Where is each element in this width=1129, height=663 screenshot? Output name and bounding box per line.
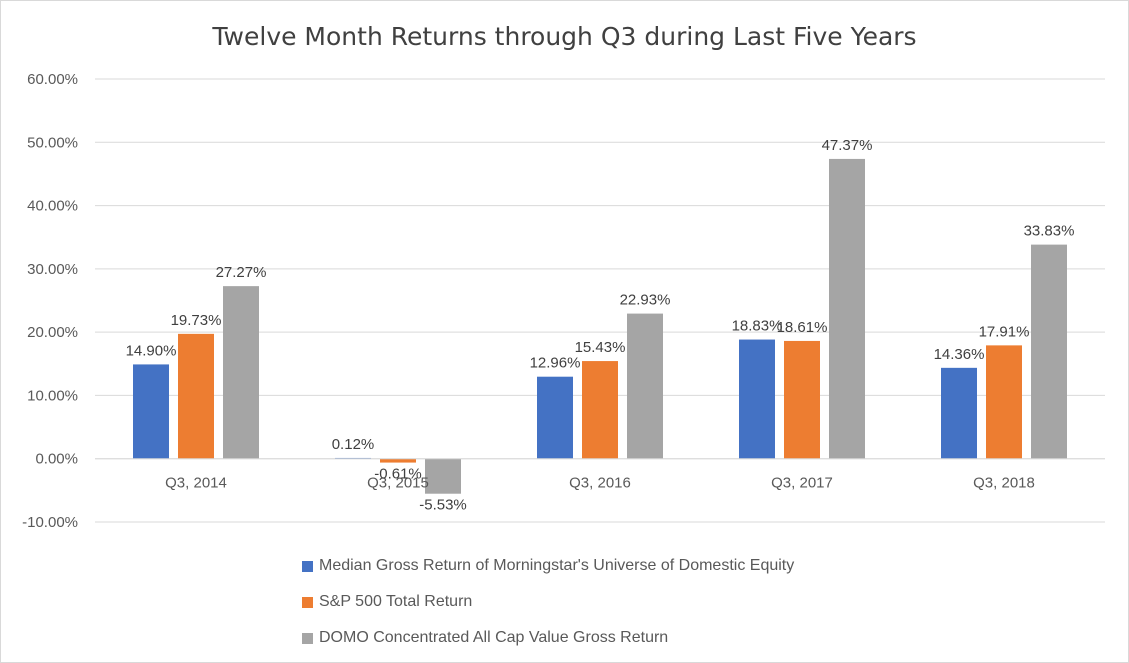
bar [133, 364, 169, 459]
bar [223, 286, 259, 459]
legend-swatch-sp500 [302, 596, 313, 608]
legend-item: S&P 500 Total Return [302, 584, 794, 620]
bar [627, 313, 663, 459]
bar [582, 361, 618, 459]
legend-label-median: Median Gross Return of Morningstar's Uni… [319, 557, 795, 574]
data-label: 14.90% [126, 342, 177, 359]
data-label: 33.83% [1024, 223, 1075, 240]
data-label: 0.12% [332, 436, 375, 453]
x-tick-label: Q3, 2015 [367, 475, 429, 492]
data-label: 22.93% [620, 292, 671, 309]
legend-label-sp500: S&P 500 Total Return [319, 593, 473, 610]
bar [178, 333, 214, 459]
data-label: 18.83% [732, 318, 783, 335]
chart-title: Twelve Month Returns through Q3 during L… [212, 22, 917, 51]
legend-item: DOMO Concentrated All Cap Value Gross Re… [302, 620, 794, 656]
data-label: -5.53% [419, 497, 467, 514]
bar [739, 339, 775, 459]
bar [829, 158, 865, 459]
data-label: 14.36% [934, 346, 985, 363]
data-label: 27.27% [216, 264, 267, 281]
data-label: 17.91% [979, 323, 1030, 340]
x-tick-label: Q3, 2014 [165, 475, 227, 492]
data-label: -0.61% [374, 466, 422, 483]
bar [784, 340, 820, 459]
y-tick-label: 20.00% [27, 324, 78, 341]
data-label: 12.96% [530, 355, 581, 372]
legend-swatch-domo [302, 632, 313, 644]
bar [425, 458, 461, 494]
data-label: 47.37% [822, 137, 873, 154]
x-tick-label: Q3, 2018 [973, 475, 1035, 492]
bar [941, 367, 977, 459]
y-tick-label: 30.00% [27, 261, 78, 278]
bar [1031, 244, 1067, 459]
y-tick-label: 0.00% [35, 451, 78, 468]
x-tick-label: Q3, 2016 [569, 475, 631, 492]
bar [537, 376, 573, 459]
legend-swatch-median [302, 560, 313, 572]
data-label: 19.73% [171, 312, 222, 329]
legend: Median Gross Return of Morningstar's Uni… [302, 548, 794, 656]
y-tick-label: 10.00% [27, 387, 78, 404]
y-tick-label: 50.00% [27, 134, 78, 151]
y-tick-label: 40.00% [27, 198, 78, 215]
y-tick-label: -10.00% [22, 514, 78, 531]
bar [380, 458, 416, 463]
data-label: 15.43% [575, 339, 626, 356]
y-tick-label: 60.00% [27, 71, 78, 88]
legend-item: Median Gross Return of Morningstar's Uni… [302, 548, 794, 584]
x-tick-label: Q3, 2017 [771, 475, 833, 492]
data-label: 18.61% [777, 319, 828, 336]
bar [986, 345, 1022, 459]
legend-label-domo: DOMO Concentrated All Cap Value Gross Re… [319, 629, 669, 646]
